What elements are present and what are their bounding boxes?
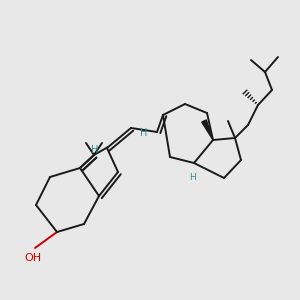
Text: OH: OH (24, 253, 42, 263)
Polygon shape (202, 120, 213, 140)
Text: H: H (140, 128, 148, 138)
Text: H: H (91, 145, 99, 155)
Text: H: H (190, 173, 196, 182)
